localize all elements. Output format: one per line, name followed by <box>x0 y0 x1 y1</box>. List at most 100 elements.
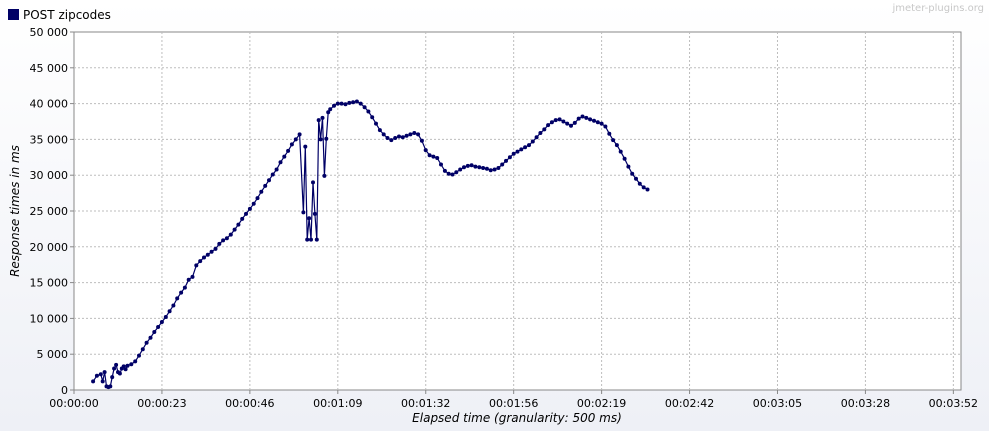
data-point <box>354 99 359 104</box>
data-point <box>140 347 145 352</box>
data-point <box>530 139 535 144</box>
x-axis-title: Elapsed time (granularity: 500 ms) <box>412 411 622 425</box>
data-point <box>282 154 287 159</box>
data-point <box>117 371 122 376</box>
data-point <box>324 136 329 141</box>
data-point <box>576 116 581 121</box>
data-point <box>630 171 635 176</box>
data-point <box>584 115 589 120</box>
data-point <box>362 105 367 110</box>
plot-area <box>73 31 962 391</box>
data-point <box>534 135 539 140</box>
data-point <box>94 373 99 378</box>
data-point <box>110 375 115 380</box>
data-point <box>569 123 573 128</box>
data-point <box>611 138 616 143</box>
data-point <box>519 147 524 152</box>
data-point <box>458 167 463 172</box>
data-point <box>435 156 440 160</box>
data-point <box>148 335 153 340</box>
x-tick-label: 00:03:05 <box>753 397 802 410</box>
data-point <box>465 163 470 168</box>
x-tick-label: 00:03:28 <box>841 397 890 410</box>
data-point <box>588 117 593 122</box>
data-point <box>305 237 310 242</box>
data-point <box>488 168 493 173</box>
data-point <box>267 178 271 183</box>
data-point <box>307 216 312 221</box>
data-point <box>511 151 516 156</box>
data-point <box>316 118 321 123</box>
data-point <box>286 148 291 153</box>
data-point <box>370 115 375 120</box>
data-point <box>450 172 455 177</box>
data-point <box>515 149 520 154</box>
y-tick-label: 20 000 <box>30 241 69 254</box>
data-point <box>603 124 608 129</box>
data-point <box>446 171 451 176</box>
data-point <box>129 362 134 367</box>
y-tick-label: 50 000 <box>30 26 69 39</box>
x-tick-label: 00:01:56 <box>489 397 538 410</box>
data-point <box>492 167 497 172</box>
data-point <box>423 148 428 153</box>
data-point <box>641 185 646 190</box>
data-point <box>311 180 315 185</box>
data-point <box>123 367 128 372</box>
data-point <box>622 156 627 161</box>
data-point <box>412 131 417 135</box>
data-point <box>209 249 214 254</box>
x-tick-label: 00:03:52 <box>929 397 978 410</box>
data-point <box>381 132 386 137</box>
data-point <box>397 134 401 139</box>
data-point <box>385 136 390 140</box>
data-point <box>473 164 478 169</box>
data-point <box>592 118 596 123</box>
x-tick-label: 00:00:23 <box>137 397 186 410</box>
data-point <box>328 107 333 112</box>
data-point <box>439 162 443 167</box>
y-axis-ticks: 0 5 000 10 000 15 000 20 000 25 000 30 000 35 0… <box>30 26 74 397</box>
data-point <box>259 189 264 194</box>
data-point <box>454 170 459 175</box>
data-point <box>221 238 226 243</box>
data-point <box>416 132 421 137</box>
data-point <box>144 340 149 345</box>
data-point <box>553 118 558 123</box>
data-point <box>318 137 323 142</box>
data-point <box>137 353 141 358</box>
data-point <box>263 183 268 188</box>
data-point <box>179 290 184 295</box>
legend-label: POST zipcodes <box>23 8 111 22</box>
data-point <box>500 162 505 167</box>
data-point <box>538 131 543 135</box>
y-tick-label: 25 000 <box>30 205 69 218</box>
y-tick-label: 30 000 <box>30 169 69 182</box>
data-point <box>186 277 191 282</box>
data-point <box>507 155 512 160</box>
data-point <box>561 119 566 124</box>
data-point <box>607 131 612 136</box>
y-tick-label: 35 000 <box>30 133 69 146</box>
data-point <box>274 167 279 172</box>
data-point <box>270 172 275 177</box>
data-point <box>198 259 203 264</box>
data-point <box>255 196 260 201</box>
data-point <box>100 379 105 384</box>
data-point <box>297 132 302 137</box>
data-point <box>343 102 348 107</box>
data-point <box>549 120 554 125</box>
data-point <box>393 136 398 140</box>
data-point <box>301 210 306 215</box>
data-point <box>244 211 248 216</box>
data-point <box>205 252 210 257</box>
data-point <box>332 103 336 108</box>
data-point <box>159 320 164 324</box>
data-point <box>572 120 577 125</box>
data-point <box>175 296 180 301</box>
data-point <box>182 285 187 290</box>
data-point <box>232 227 237 232</box>
data-point <box>614 143 619 148</box>
